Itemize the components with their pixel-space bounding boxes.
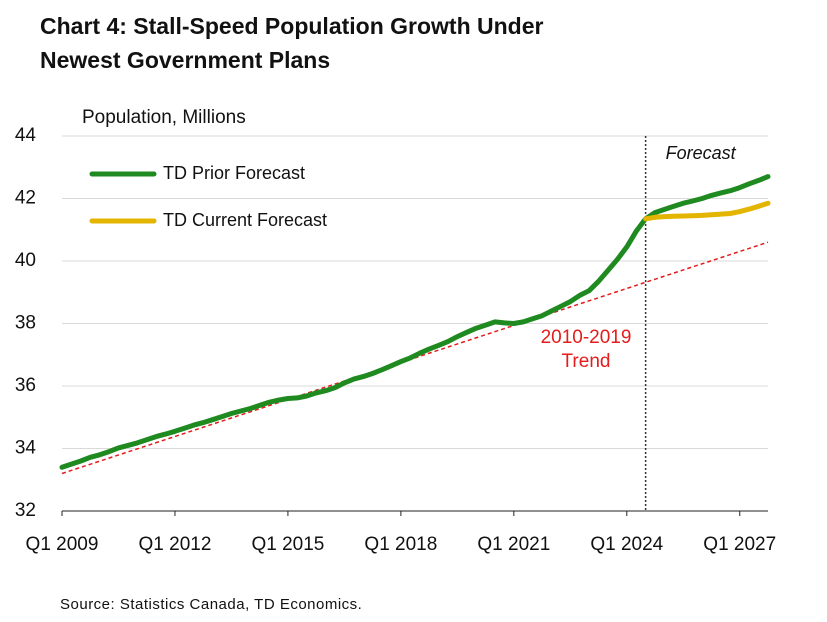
x-tick-label: Q1 2009 bbox=[26, 534, 99, 555]
forecast-label: Forecast bbox=[666, 143, 737, 163]
legend-label: TD Prior Forecast bbox=[163, 163, 305, 183]
trend-label: Trend bbox=[562, 351, 611, 372]
chart-title: Newest Government Plans bbox=[40, 47, 330, 73]
y-tick-label: 42 bbox=[15, 188, 36, 209]
legend-label: TD Current Forecast bbox=[163, 210, 327, 230]
y-axis-label: Population, Millions bbox=[82, 107, 246, 128]
y-tick-label: 40 bbox=[15, 250, 36, 271]
x-tick-label: Q1 2012 bbox=[139, 534, 212, 555]
series-line bbox=[643, 200, 771, 222]
trend-label: 2010-2019 bbox=[541, 327, 632, 348]
y-tick-label: 38 bbox=[15, 313, 36, 334]
y-tick-label: 36 bbox=[15, 375, 36, 396]
source: Source: Statistics Canada, TD Economics. bbox=[60, 596, 362, 613]
x-tick-label: Q1 2021 bbox=[477, 534, 550, 555]
y-tick-label: 44 bbox=[15, 125, 37, 146]
chart-title: Chart 4: Stall-Speed Population Growth U… bbox=[40, 13, 544, 39]
x-tick-label: Q1 2018 bbox=[364, 534, 437, 555]
y-tick-label: 32 bbox=[15, 500, 36, 521]
x-tick-label: Q1 2015 bbox=[251, 534, 324, 555]
x-tick-label: Q1 2027 bbox=[703, 534, 776, 555]
y-tick-label: 34 bbox=[15, 438, 37, 459]
x-tick-label: Q1 2024 bbox=[590, 534, 663, 555]
